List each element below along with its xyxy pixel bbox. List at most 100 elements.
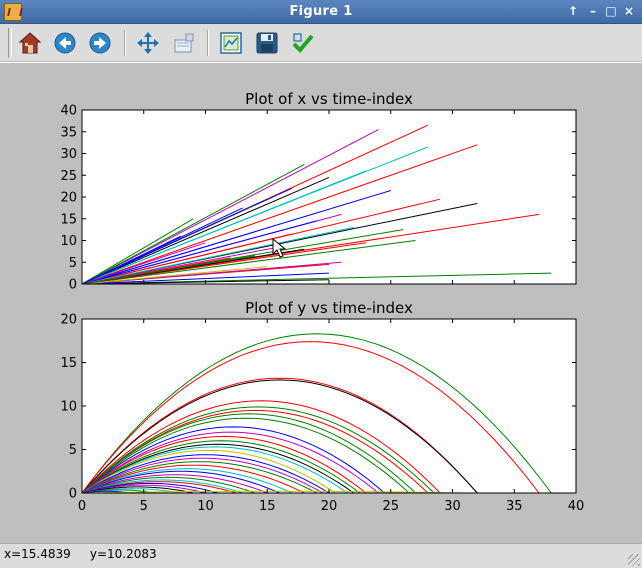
minimize-button[interactable]: – <box>590 4 596 18</box>
series-line <box>82 470 280 493</box>
pan-button[interactable] <box>134 29 162 57</box>
title-bar[interactable]: Figure 1 ↑ – □ × <box>0 0 642 24</box>
series-line <box>82 218 194 284</box>
series-line <box>82 144 478 284</box>
series-line <box>82 474 268 493</box>
back-button[interactable] <box>51 29 79 57</box>
series-line <box>82 341 540 493</box>
chart-title: Plot of x vs time-index <box>245 90 413 108</box>
series-line <box>82 129 379 284</box>
series-line <box>82 242 367 284</box>
x-tick-label: 30 <box>444 499 461 514</box>
series-line <box>82 170 367 284</box>
app-icon <box>4 3 22 21</box>
y-tick-label: 0 <box>69 278 77 293</box>
x-tick-label: 25 <box>382 499 399 514</box>
series-line <box>82 468 293 493</box>
series-line <box>82 409 429 493</box>
series-line <box>82 454 330 493</box>
x-tick-label: 20 <box>321 499 338 514</box>
series-line <box>82 233 293 284</box>
resize-grip[interactable] <box>628 554 640 566</box>
y-tick-label: 15 <box>60 212 77 227</box>
check-icon <box>292 33 314 53</box>
y-tick-label: 20 <box>60 313 77 328</box>
series-line <box>82 461 317 493</box>
toolbar-grip[interactable] <box>8 28 12 58</box>
series-line <box>82 266 268 284</box>
raise-window-button[interactable]: ↑ <box>567 4 579 18</box>
series-line <box>82 435 367 493</box>
chart-title: Plot of y vs time-index <box>245 299 413 317</box>
home-button[interactable] <box>16 29 44 57</box>
edit-button[interactable] <box>289 29 317 57</box>
pan-icon <box>137 32 159 54</box>
subplots-icon <box>220 32 242 54</box>
x-tick-label: 5 <box>140 499 148 514</box>
y-tick-label: 25 <box>60 169 77 184</box>
series-line <box>82 482 219 493</box>
series-line <box>82 226 354 284</box>
x-tick-label: 15 <box>259 499 276 514</box>
zoom-icon <box>174 33 194 53</box>
forward-button[interactable] <box>86 29 114 57</box>
series-line <box>82 406 435 493</box>
series-line <box>82 187 293 284</box>
series-line <box>82 440 361 493</box>
series-group <box>82 124 552 284</box>
maximize-button[interactable]: □ <box>605 4 617 18</box>
y-tick-label: 40 <box>60 104 77 119</box>
series-line <box>82 431 379 493</box>
series-line <box>82 443 354 493</box>
x-tick-label: 40 <box>568 499 585 514</box>
series-line <box>82 242 206 284</box>
x-tick-label: 0 <box>78 499 86 514</box>
series-line <box>82 379 478 493</box>
subplots-button[interactable] <box>217 29 245 57</box>
window-title: Figure 1 <box>289 4 353 19</box>
series-line <box>82 417 410 493</box>
x-tick-label: 10 <box>197 499 214 514</box>
status-bar: x=15.4839 y=10.2083 <box>0 543 642 568</box>
series-line <box>82 272 330 284</box>
y-tick-label: 0 <box>69 487 77 502</box>
y-tick-label: 35 <box>60 125 77 140</box>
series-line <box>82 333 552 493</box>
save-icon <box>256 32 278 54</box>
series-line <box>82 400 441 493</box>
figure-svg: 0 5 10 15 20 25 30 35 40 Plot of x vs time-index 0… <box>60 90 585 514</box>
axes-1: 0 5 10 15 20 25 30 35 40 Plot of x vs time-index <box>60 90 577 293</box>
series-line <box>82 377 478 493</box>
y-tick-label: 5 <box>69 256 77 271</box>
zoom-button[interactable] <box>170 29 198 57</box>
series-line <box>82 486 194 493</box>
series-line <box>82 240 416 284</box>
series-line <box>82 446 348 493</box>
toolbar <box>0 24 642 62</box>
y-tick-label: 30 <box>60 147 77 162</box>
x-tick-label: 35 <box>506 499 523 514</box>
save-button[interactable] <box>253 29 281 57</box>
series-line <box>82 484 206 493</box>
series-line <box>82 490 465 493</box>
series-line <box>82 255 255 284</box>
series-line <box>82 457 324 493</box>
series-line <box>82 231 256 284</box>
series-line <box>82 220 317 284</box>
back-arrow-icon <box>54 32 76 54</box>
y-tick-label: 10 <box>60 400 77 415</box>
series-line <box>82 476 256 493</box>
series-line <box>82 426 385 493</box>
toolbar-separator <box>124 30 126 56</box>
series-group <box>82 333 552 493</box>
forward-arrow-icon <box>89 32 111 54</box>
y-tick-label: 20 <box>60 191 77 206</box>
series-line <box>82 464 305 493</box>
series-line <box>82 449 336 493</box>
series-line <box>82 479 243 493</box>
toolbar-separator <box>207 30 209 56</box>
close-button[interactable]: × <box>623 4 635 18</box>
y-tick-label: 15 <box>60 356 77 371</box>
mouse-cursor-icon <box>272 238 286 258</box>
figure-canvas[interactable]: 0 5 10 15 20 25 30 35 40 Plot of x vs time-index 0… <box>0 63 642 543</box>
